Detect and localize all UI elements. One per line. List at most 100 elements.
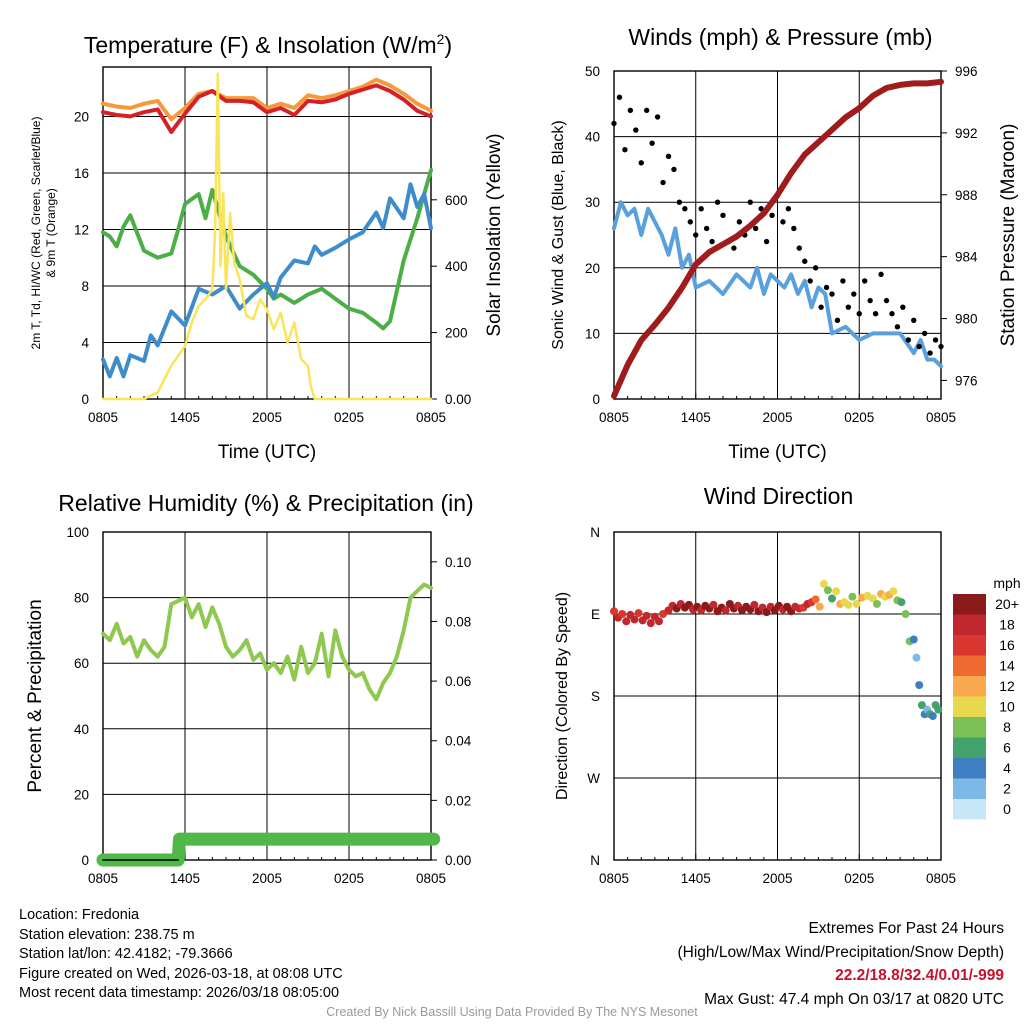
gust-point [862, 278, 868, 284]
plot-frame [613, 70, 942, 400]
chart-title: Wind Direction [704, 483, 854, 509]
y2-tick-label: 980 [955, 312, 978, 327]
gust-point [900, 304, 906, 310]
gust-point [802, 258, 808, 264]
y2-axis-label: Station Pressure (Maroon) [998, 124, 1019, 347]
gust-point [927, 350, 933, 356]
direction-point [646, 619, 655, 628]
gust-point [747, 199, 753, 205]
chart-title: Temperature (F) & Insolation (W/m2) [84, 31, 452, 58]
legend-swatch [953, 778, 986, 799]
x-tick-label: 0205 [334, 410, 364, 425]
gust-point [867, 297, 873, 304]
x-tick-label: 0805 [926, 871, 956, 886]
extremes-subtitle: (High/Low/Max Wind/Precipitation/Snow De… [677, 943, 1005, 961]
gust-point [938, 343, 944, 350]
gust-point [812, 265, 819, 271]
x-tick-label: 0805 [88, 410, 118, 425]
gust-point [736, 219, 743, 225]
series-line-9m-t [101, 77, 433, 122]
extremes-panel: Extremes For Past 24 Hours (High/Low/Max… [678, 917, 1005, 1011]
legend-swatch [953, 717, 986, 738]
gust-point [611, 120, 617, 127]
gust-point [932, 337, 939, 343]
legend-label: 4 [1003, 760, 1011, 776]
legend-title: mph [993, 575, 1020, 591]
y-tick-label: N [590, 853, 600, 868]
direction-point [928, 712, 937, 721]
gust-point [622, 147, 628, 153]
gust-point [698, 206, 704, 212]
gust-point [829, 291, 835, 297]
x-tick-label: 0805 [599, 410, 629, 425]
y2-tick-label: 200 [445, 326, 468, 341]
gust-point [818, 304, 824, 310]
legend-label: 20+ [995, 596, 1019, 612]
legend-swatch [953, 758, 986, 779]
created-text: Figure created on Wed, 2026-03-18, at 08… [19, 965, 343, 982]
gust-point [758, 206, 764, 212]
x-tick-label: 1405 [170, 410, 200, 425]
y-tick-label: 16 [74, 166, 89, 181]
gust-point [720, 212, 726, 219]
gust-point [791, 225, 797, 232]
gust-point [905, 337, 911, 343]
legend-swatch [953, 594, 986, 615]
y-tick-label: 0 [81, 392, 89, 407]
y-tick-label: 10 [585, 326, 600, 341]
direction-point [819, 579, 828, 588]
direction-point [852, 599, 861, 608]
series-line-pressure [611, 78, 944, 399]
direction-point [844, 600, 853, 609]
gust-point [834, 317, 841, 323]
x-tick-label: 0805 [88, 871, 118, 886]
y-tick-label: 12 [74, 222, 89, 237]
y-tick-label: E [591, 607, 600, 622]
legend-label: 16 [999, 637, 1015, 653]
gust-point [709, 238, 715, 245]
y2-tick-label: 984 [955, 250, 978, 265]
direction-point [630, 615, 639, 624]
plot-frame [613, 531, 942, 861]
gust-point [872, 311, 879, 317]
gust-point [921, 330, 928, 337]
x-tick-label: 0205 [844, 871, 874, 886]
x-tick-label: 0805 [926, 410, 956, 425]
gust-point [883, 297, 890, 304]
gust-point [785, 206, 792, 212]
y-tick-label: 20 [74, 787, 89, 802]
gust-point [703, 225, 710, 232]
y-axis-label: Percent & Precipitation [25, 599, 46, 792]
y2-tick-label: 0.04 [445, 734, 472, 749]
direction-point [654, 617, 663, 626]
y2-tick-label: 600 [445, 193, 468, 208]
legend-swatch [953, 799, 986, 820]
y-axis-label-line2: & 9m T (Orange) [44, 188, 58, 278]
gust-point [856, 311, 862, 317]
gust-point [644, 107, 650, 114]
legend-swatch [953, 676, 986, 697]
y-tick-label: 0 [592, 392, 600, 407]
x-tick-label: 0805 [416, 871, 446, 886]
extremes-title: Extremes For Past 24 Hours [808, 920, 1004, 937]
x-tick-label: 1405 [681, 410, 711, 425]
direction-point [828, 594, 836, 603]
gust-point [676, 199, 683, 205]
x-tick-label: 2005 [762, 410, 792, 425]
gust-point [911, 317, 917, 323]
legend-label: 10 [999, 699, 1015, 715]
plot-frame [102, 531, 432, 861]
direction-point [622, 617, 631, 626]
chart-title: Winds (mph) & Pressure (mb) [628, 24, 932, 50]
y2-tick-label: 0.08 [445, 614, 471, 629]
legend-swatch [953, 696, 986, 717]
x-tick-label: 2005 [762, 871, 792, 886]
gust-point [763, 238, 770, 245]
y2-tick-label: 996 [955, 64, 978, 79]
gust-point [878, 271, 884, 278]
gust-point [840, 278, 846, 284]
gust-point [894, 324, 901, 330]
wind-chart: 0805 1405 2005 0205 0805 0 10 20 30 40 50 976 980 984… [550, 24, 1019, 463]
latlon-text: Station lat/lon: 42.4182; -79.3666 [19, 946, 233, 963]
legend-swatch [953, 635, 986, 656]
